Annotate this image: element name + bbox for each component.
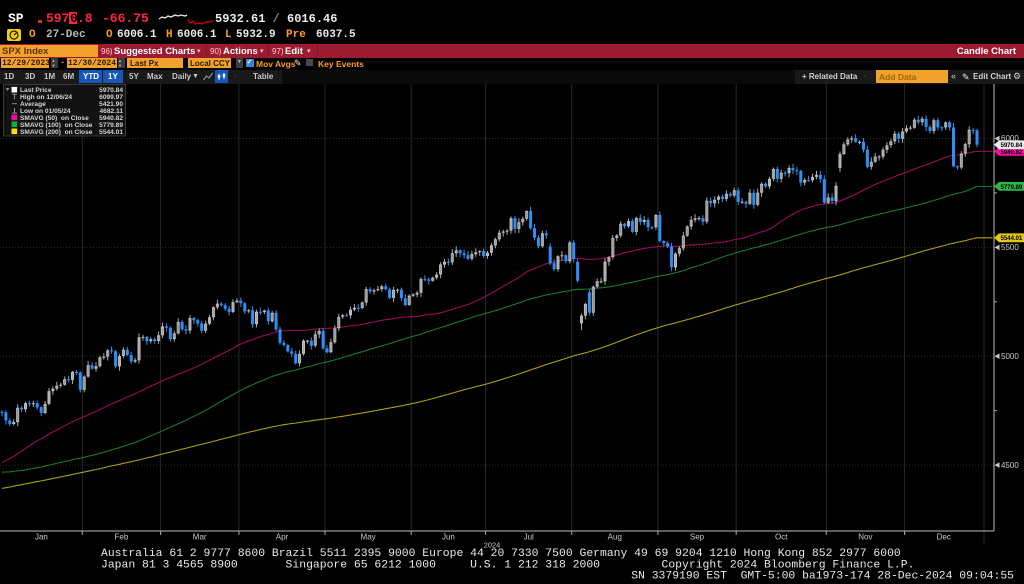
svg-text:Jun: Jun (442, 533, 455, 542)
svg-text:5779.89: 5779.89 (99, 122, 123, 129)
svg-text:6000: 6000 (1001, 134, 1019, 143)
svg-text:May: May (361, 533, 376, 542)
svg-text:5779.89: 5779.89 (1001, 184, 1023, 191)
svg-text:5421.90: 5421.90 (99, 101, 123, 108)
svg-text:Last Price: Last Price (20, 87, 52, 94)
svg-text:Low on 01/05/24: Low on 01/05/24 (20, 108, 71, 115)
svg-text:Oct: Oct (775, 533, 788, 542)
svg-text:SMAVG (100) on Close: SMAVG (100) on Close (20, 122, 93, 129)
svg-text:SN 3379190 EST GMT-5:00 ba197: SN 3379190 EST GMT-5:00 ba1973-174 28-De… (631, 571, 1014, 583)
svg-text:SMAVG (50) on Close: SMAVG (50) on Close (20, 115, 89, 122)
svg-text:Japan 81 3 4565 8900 Sin: Japan 81 3 4565 8900 Singapore 65 6212 1… (101, 560, 914, 572)
svg-text:Aug: Aug (608, 533, 622, 542)
svg-text:6099.97: 6099.97 (99, 94, 123, 101)
svg-text:Sep: Sep (690, 533, 705, 542)
svg-text:Apr: Apr (276, 533, 289, 542)
svg-text:Mar: Mar (193, 533, 207, 542)
svg-text:4682.11: 4682.11 (100, 108, 124, 115)
svg-text:5940.82: 5940.82 (99, 115, 123, 122)
svg-text:Dec: Dec (937, 533, 951, 542)
svg-text:5544.01: 5544.01 (99, 129, 123, 136)
svg-text:High on 12/06/24: High on 12/06/24 (20, 94, 72, 101)
svg-text:Jul: Jul (524, 533, 534, 542)
svg-text:Australia 61 2 9777 8600 Brazi: Australia 61 2 9777 8600 Brazil 5511 239… (101, 548, 901, 560)
svg-text:Feb: Feb (115, 533, 129, 542)
svg-text:5000: 5000 (1001, 352, 1019, 361)
svg-text:5544.01: 5544.01 (1001, 235, 1023, 242)
svg-text:5500: 5500 (1001, 243, 1019, 252)
svg-text:2024: 2024 (484, 541, 501, 550)
svg-text:Average: Average (20, 101, 46, 108)
svg-text:5970.84: 5970.84 (99, 87, 123, 94)
svg-text:5970.84: 5970.84 (1001, 142, 1023, 149)
svg-text:Nov: Nov (858, 533, 872, 542)
svg-text:SMAVG (200) on Close: SMAVG (200) on Close (20, 129, 93, 136)
svg-text:Jan: Jan (35, 533, 48, 542)
svg-text:5940.82: 5940.82 (1001, 149, 1023, 156)
svg-text:4500: 4500 (1001, 461, 1019, 470)
